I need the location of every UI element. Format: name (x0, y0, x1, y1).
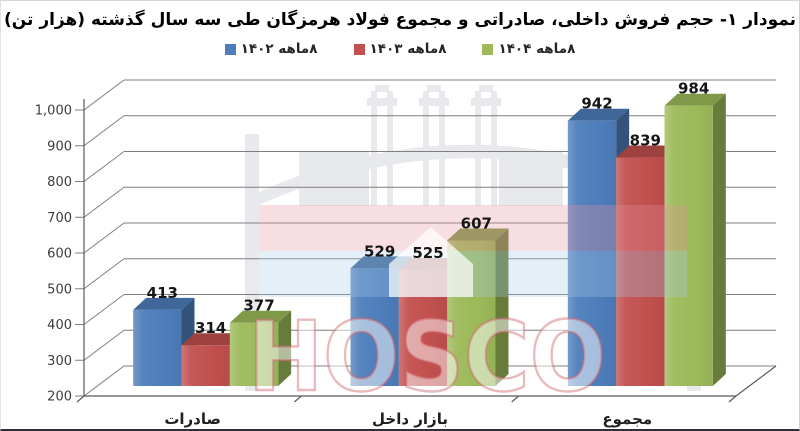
y-axis-label: 400 (47, 318, 72, 333)
y-axis-label: 800 (47, 175, 72, 190)
bar-series-2-cat-0 (229, 310, 292, 386)
legend-label-1404: ۸ماهه ۱۴۰۴ (498, 41, 576, 57)
value-label: 525 (412, 244, 443, 262)
watermark-text: HOSCO (248, 301, 606, 413)
y-axis-label: 900 (47, 139, 72, 154)
legend-swatch-red-icon (353, 43, 365, 55)
legend-swatch-blue-icon (224, 43, 236, 55)
value-label: 377 (243, 297, 274, 315)
y-axis-label: 600 (47, 247, 72, 262)
watermark-red-band (259, 205, 687, 251)
value-label: 314 (195, 319, 226, 337)
chart-legend: ۸ماهه ۱۴۰۲ ۸ماهه ۱۴۰۳ ۸ماهه ۱۴۰۴ (1, 41, 799, 57)
legend-label-1403: ۸ماهه ۱۴۰۳ (369, 41, 447, 57)
category-label: مجموع (602, 410, 652, 428)
value-label: 942 (581, 95, 612, 113)
value-label: 413 (147, 284, 178, 302)
legend-item-1403: ۸ماهه ۱۴۰۳ (353, 41, 447, 57)
y-axis-label: 700 (47, 211, 72, 226)
legend-swatch-green-icon (482, 43, 494, 55)
axes (76, 99, 777, 403)
bar-series-2-cat-2 (664, 93, 726, 386)
value-label: 529 (364, 242, 395, 260)
category-label: بازار داخل (372, 410, 448, 428)
chart-title: نمودار ۱- حجم فروش داخلی، صادراتی و مجمو… (3, 10, 797, 30)
value-label: 839 (630, 132, 661, 150)
legend-label-1402: ۸ماهه ۱۴۰۲ (240, 41, 318, 57)
category-label: صادرات (164, 410, 221, 428)
y-axis-label: 200 (47, 390, 72, 405)
value-label: 607 (461, 214, 492, 232)
y-axis-label: 300 (47, 354, 72, 369)
y-axis-label: 500 (47, 282, 72, 297)
legend-item-1402: ۸ماهه ۱۴۰۲ (224, 41, 318, 57)
y-axis-label: 1,000 (35, 104, 72, 119)
legend-item-1404: ۸ماهه ۱۴۰۴ (482, 41, 575, 57)
value-label: 984 (678, 80, 709, 98)
watermark-chevron (389, 227, 473, 297)
